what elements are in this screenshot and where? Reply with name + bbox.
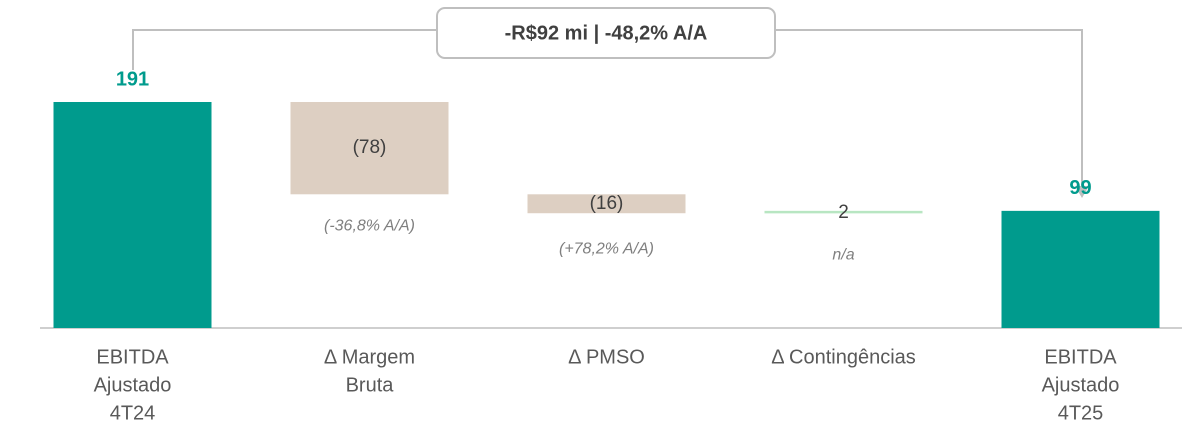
arrow-head [1075, 186, 1089, 198]
note: (+78,2% A/A) [559, 240, 654, 257]
bar [527, 194, 686, 214]
bar [290, 102, 449, 195]
value-label: 99 [1069, 177, 1091, 199]
bar [764, 210, 923, 214]
category-label: 4T24 [110, 402, 156, 424]
annotation-box [436, 7, 776, 59]
category-label: EBITDA [1044, 346, 1117, 368]
category-label: 4T25 [1058, 402, 1104, 424]
value-label: (16) [590, 193, 624, 214]
category-label: Bruta [346, 374, 395, 396]
category-label: Δ Margem [324, 346, 415, 368]
category-label: Ajustado [94, 374, 172, 396]
value-label: (78) [353, 137, 387, 158]
category-label: EBITDA [96, 346, 169, 368]
value-label: 2 [838, 202, 849, 223]
note: (-36,8% A/A) [324, 218, 415, 235]
connector [132, 29, 1083, 188]
category-label: Δ PMSO [568, 346, 645, 368]
note: n/a [832, 246, 854, 263]
annotation: -R$92 mi | -48,2% A/A [505, 22, 708, 44]
bar [53, 102, 212, 328]
bar [1001, 210, 1160, 328]
category-label: Ajustado [1042, 374, 1120, 396]
category-label: Δ Contingências [771, 346, 916, 368]
value-label: 191 [116, 68, 149, 90]
